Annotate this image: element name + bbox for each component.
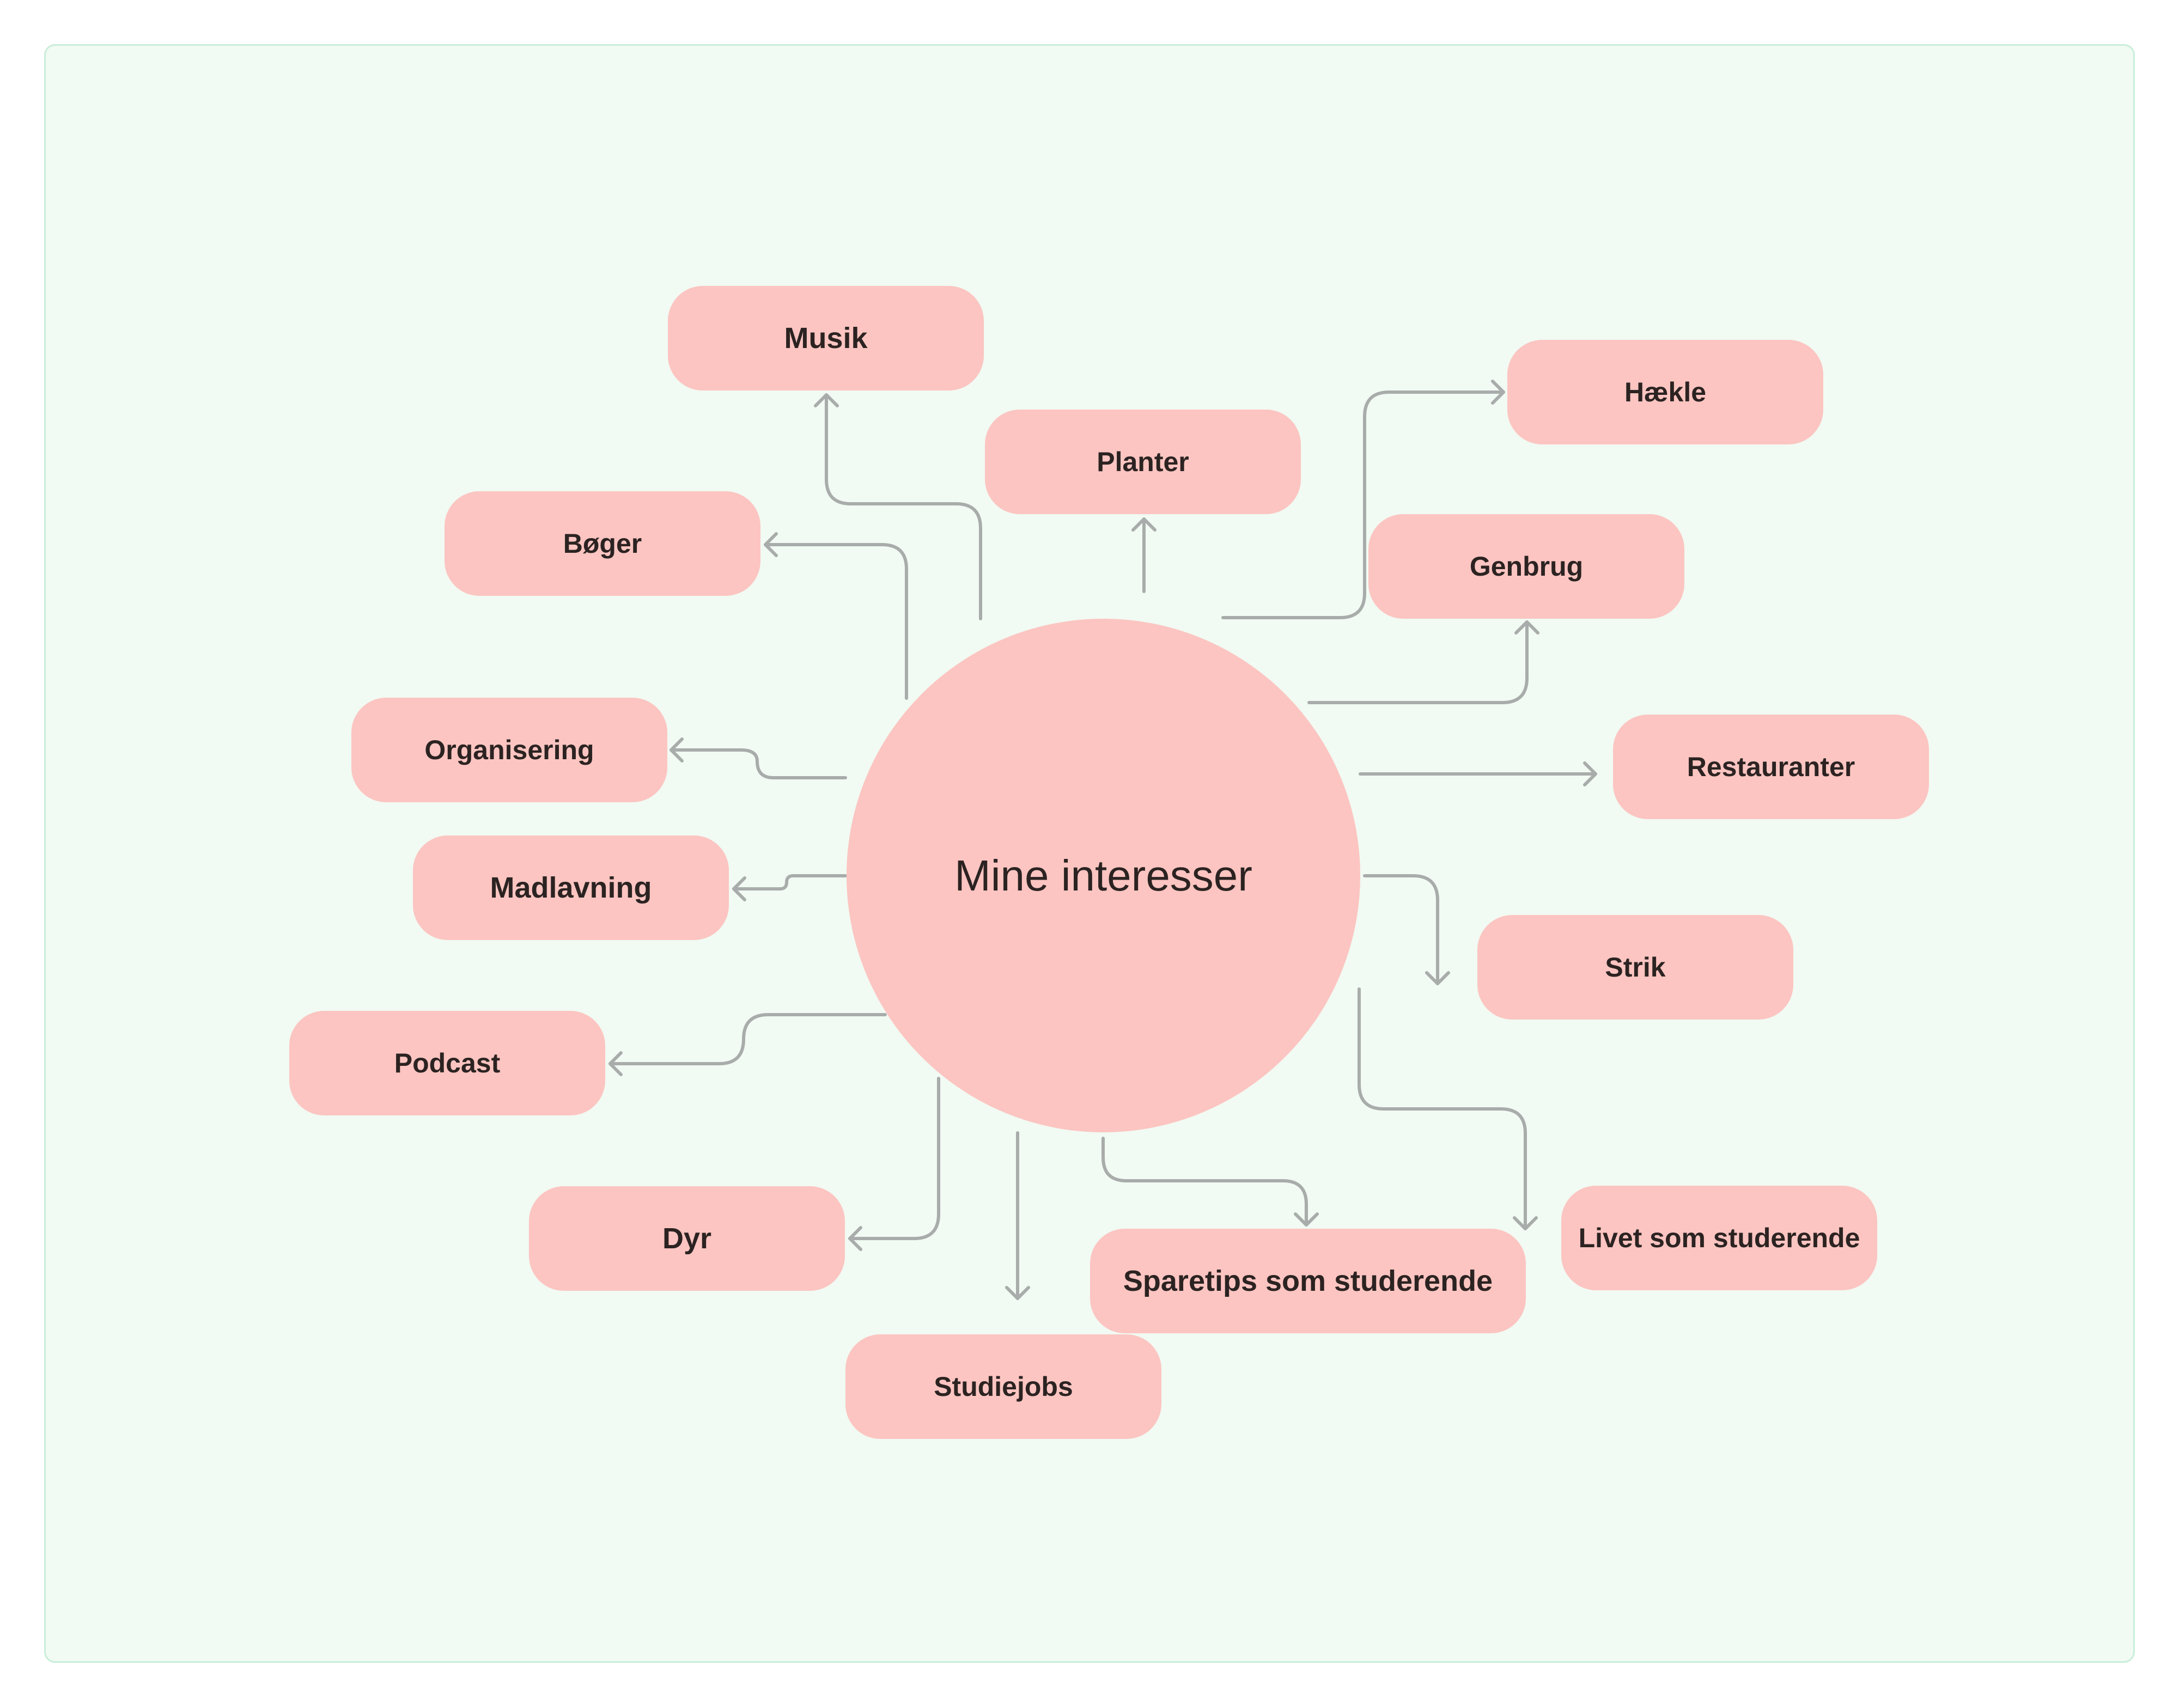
edge-musik — [825, 393, 982, 620]
central-topic[interactable]: Mine interesser — [847, 619, 1360, 1132]
edge-madlavning — [732, 874, 847, 890]
edge-podcast-arrowhead — [608, 1051, 623, 1076]
node-label: Strik — [1605, 952, 1666, 983]
central-topic-label: Mine interesser — [954, 851, 1252, 900]
node-label: Bøger — [563, 528, 642, 559]
edge-dyr-arrowhead — [848, 1226, 862, 1251]
node-label: Studiejobs — [934, 1371, 1073, 1402]
node-madlavning[interactable]: Madlavning — [413, 835, 729, 940]
edge-livet-arrowhead — [1513, 1216, 1538, 1230]
edge-livet — [1358, 987, 1527, 1230]
edge-sparetips — [1101, 1137, 1308, 1227]
edge-planter-arrowhead — [1131, 517, 1157, 532]
edge-boger-arrowhead — [764, 532, 778, 557]
node-haekle[interactable]: Hækle — [1507, 340, 1823, 444]
node-boger[interactable]: Bøger — [445, 491, 760, 596]
edge-sparetips-arrowhead — [1294, 1212, 1319, 1227]
edge-restauranter-arrowhead — [1583, 761, 1597, 786]
edge-strik — [1363, 874, 1439, 985]
node-organisering[interactable]: Organisering — [351, 698, 667, 802]
node-label: Podcast — [394, 1048, 501, 1078]
edge-studiejobs-arrowhead — [1005, 1286, 1030, 1300]
node-label: Sparetips som studerende — [1123, 1265, 1493, 1297]
node-label: Dyr — [662, 1222, 712, 1255]
edge-boger — [764, 543, 908, 700]
edge-podcast — [608, 1013, 887, 1065]
node-dyr[interactable]: Dyr — [529, 1186, 845, 1291]
node-planter[interactable]: Planter — [985, 410, 1301, 514]
node-musik[interactable]: Musik — [668, 286, 984, 391]
edge-dyr — [848, 1077, 940, 1240]
node-label: Restauranter — [1687, 752, 1855, 782]
node-label: Planter — [1097, 447, 1189, 477]
edge-strik-arrowhead — [1425, 971, 1450, 985]
node-genbrug[interactable]: Genbrug — [1368, 514, 1684, 619]
node-label: Livet som studerende — [1578, 1223, 1860, 1253]
node-label: Madlavning — [490, 871, 652, 904]
edge-haekle — [1221, 391, 1505, 619]
node-sparetips-som-studerende[interactable]: Sparetips som studerende — [1090, 1229, 1526, 1333]
node-label: Musik — [784, 322, 868, 355]
edge-organisering — [669, 748, 847, 779]
node-label: Genbrug — [1469, 551, 1584, 582]
node-livet-som-studerende[interactable]: Livet som studerende — [1561, 1186, 1877, 1290]
edge-genbrug — [1307, 620, 1529, 704]
node-studiejobs[interactable]: Studiejobs — [845, 1334, 1161, 1439]
node-restauranter[interactable]: Restauranter — [1613, 715, 1929, 819]
edge-haekle-arrowhead — [1491, 380, 1505, 405]
node-podcast[interactable]: Podcast — [289, 1011, 605, 1115]
edge-musik-arrowhead — [814, 393, 839, 407]
edge-genbrug-arrowhead — [1514, 620, 1539, 635]
node-label: Hækle — [1624, 377, 1707, 407]
node-label: Organisering — [424, 735, 594, 765]
edge-organisering-arrowhead — [669, 737, 684, 762]
edge-madlavning-arrowhead — [732, 876, 746, 901]
node-strik[interactable]: Strik — [1477, 915, 1793, 1020]
